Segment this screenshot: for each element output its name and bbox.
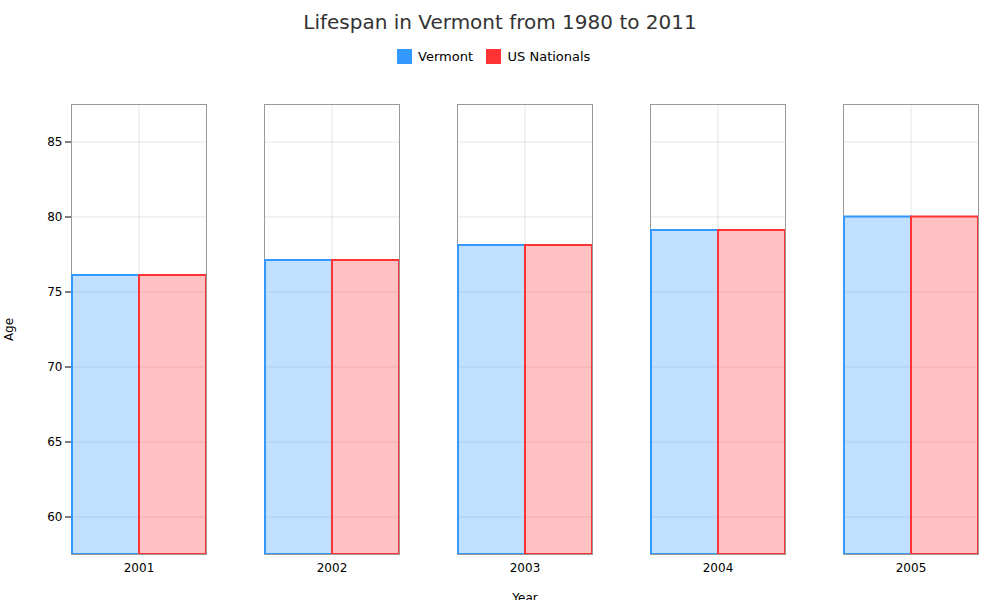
svg-text:2002: 2002 [317,561,348,575]
svg-text:2003: 2003 [510,561,541,575]
svg-text:75: 75 [47,284,62,298]
svg-text:2004: 2004 [703,561,734,575]
svg-text:80: 80 [47,209,62,223]
svg-text:2005: 2005 [896,561,927,575]
html-text:Lifespan in Vermont from 1980: Lifespan in Vermont from 1980 to 2011 [303,10,697,34]
svg-text:65: 65 [47,434,62,448]
html-text:Vermont: Vermont [418,49,473,64]
svg-text:60: 60 [47,509,62,523]
svg-text:70: 70 [47,359,62,373]
svg-text:85: 85 [47,134,62,148]
svg-text:2001: 2001 [124,561,155,575]
html-text:US Nationals: US Nationals [507,49,591,64]
svg-text:Year: Year [511,590,537,600]
svg-text:Age: Age [2,317,16,340]
